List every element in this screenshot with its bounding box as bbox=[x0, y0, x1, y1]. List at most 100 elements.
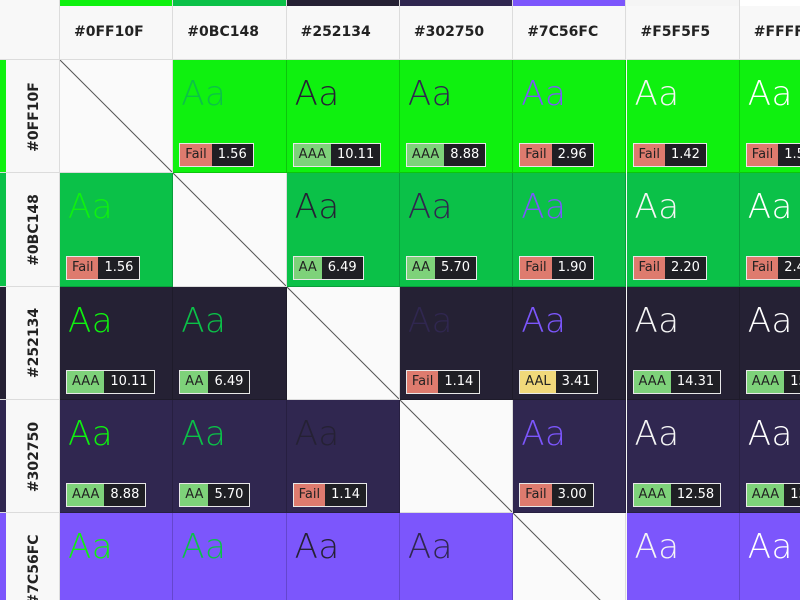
diagonal-line bbox=[286, 286, 399, 399]
contrast-cell: Aa AAA 14.31 bbox=[626, 286, 740, 400]
rating: AAA bbox=[293, 144, 331, 166]
column-header: #252134 bbox=[286, 0, 400, 60]
diagonal-cell bbox=[399, 399, 514, 514]
sample-text: Aa bbox=[747, 74, 793, 114]
sample-text: Aa bbox=[181, 74, 227, 114]
sample-text: Aa bbox=[294, 74, 340, 114]
diagonal-cell bbox=[173, 173, 287, 287]
row-header: #7C56FC bbox=[0, 513, 60, 600]
rating: AAA bbox=[746, 370, 785, 393]
row-color-strip bbox=[0, 513, 6, 600]
contrast-badge: Fail 3.00 bbox=[519, 482, 594, 507]
diagonal-cell bbox=[60, 60, 174, 174]
rating: Fail bbox=[293, 483, 326, 506]
contrast-cell: Aa Fail 1.14 bbox=[286, 399, 400, 514]
contrast-badge: AAA15.60 bbox=[745, 369, 800, 394]
sample-text: Aa bbox=[521, 187, 567, 228]
contrast-badge: AA 6.49 bbox=[292, 256, 364, 281]
contrast-cell: Aa AA 6.49 bbox=[286, 173, 400, 287]
contrast-cell: Aa bbox=[286, 513, 400, 600]
ratio: 3.41 bbox=[555, 370, 597, 393]
ratio: 1.42 bbox=[664, 144, 706, 166]
ratio: 15.60 bbox=[784, 370, 800, 393]
contrast-badge: AAA 12.58 bbox=[632, 482, 722, 507]
row-label: #252134 bbox=[26, 308, 42, 379]
row-label: #7C56FC bbox=[26, 534, 42, 600]
contrast-cell: Aa Fail 1.90 bbox=[513, 173, 627, 287]
contrast-badge: Fail 1.56 bbox=[66, 256, 141, 281]
contrast-cell: Aa bbox=[60, 513, 174, 600]
diagonal-cell bbox=[513, 513, 627, 600]
ratio: 14.31 bbox=[670, 370, 721, 393]
sample-text: Aa bbox=[294, 527, 340, 568]
rating: AAA bbox=[633, 483, 671, 506]
column-color-strip bbox=[513, 0, 626, 6]
contrast-cell: Aa AAA 8.88 bbox=[60, 399, 174, 514]
ratio: 6.49 bbox=[321, 257, 363, 280]
contrast-cell: Aa bbox=[399, 513, 514, 600]
rating: Fail bbox=[746, 257, 779, 280]
ratio: 2.20 bbox=[664, 257, 706, 280]
column-color-strip bbox=[739, 0, 800, 6]
column-header: #7C56FC bbox=[513, 0, 627, 60]
sample-text: Aa bbox=[407, 74, 453, 114]
sample-text: Aa bbox=[294, 187, 340, 228]
ratio: 8.88 bbox=[104, 483, 146, 506]
ratio: 1.14 bbox=[325, 483, 367, 506]
sample-text: Aa bbox=[407, 527, 453, 568]
ratio: 10.11 bbox=[104, 370, 154, 393]
diagonal-line bbox=[60, 60, 173, 173]
contrast-cell: Aa Fail 1.56 bbox=[60, 173, 174, 287]
ratio: 1.54 bbox=[778, 144, 800, 166]
contrast-badge: AAL 3.41 bbox=[519, 369, 598, 394]
ratio: 5.70 bbox=[208, 483, 250, 506]
row-header: #0BC148 bbox=[0, 173, 60, 287]
rating: AA bbox=[406, 257, 436, 280]
column-label: #0BC148 bbox=[187, 24, 259, 40]
contrast-badge: Fail 2.96 bbox=[519, 143, 594, 167]
ratio: 1.56 bbox=[98, 257, 140, 280]
ratio: 8.88 bbox=[444, 144, 486, 166]
rating: AAA bbox=[746, 483, 785, 506]
contrast-badge: AAA 10.11 bbox=[292, 143, 382, 167]
contrast-badge: AAA 8.88 bbox=[405, 143, 487, 167]
column-header: #0BC148 bbox=[173, 0, 287, 60]
column-label: #0FF10F bbox=[74, 24, 144, 40]
row-label: #0FF10F bbox=[26, 81, 42, 152]
row-color-strip bbox=[0, 173, 6, 286]
contrast-cell: Aa AAA15.60 bbox=[739, 286, 800, 400]
contrast-badge: AAA 8.88 bbox=[66, 482, 147, 507]
diagonal-line bbox=[513, 513, 601, 600]
column-color-strip bbox=[60, 0, 173, 6]
ratio: 1.56 bbox=[211, 144, 253, 166]
rating: Fail bbox=[520, 144, 552, 166]
contrast-badge: Fail 1.90 bbox=[519, 256, 594, 281]
sample-text: Aa bbox=[68, 527, 114, 568]
contrast-badge: AAA 10.11 bbox=[66, 369, 155, 394]
row-color-strip bbox=[0, 60, 6, 173]
sample-text: Aa bbox=[634, 74, 680, 114]
row-header: #252134 bbox=[0, 286, 60, 400]
rating: AAL bbox=[520, 370, 556, 393]
sample-text: Aa bbox=[521, 74, 567, 114]
contrast-cell: Aa Fail 1.56 bbox=[173, 60, 287, 174]
ratio: 10.11 bbox=[331, 144, 381, 166]
rating: AAA bbox=[67, 483, 105, 506]
contrast-cell: Aa AAA 12.58 bbox=[626, 399, 740, 514]
column-label: #FFFFFF bbox=[753, 24, 800, 40]
contrast-cell: Aa AA 5.70 bbox=[173, 399, 287, 514]
contrast-cell: Aa bbox=[626, 513, 740, 600]
ratio: 2.96 bbox=[551, 144, 593, 166]
column-color-strip bbox=[286, 0, 399, 6]
contrast-cell: Aa Fail 2.96 bbox=[513, 60, 627, 174]
rating: Fail bbox=[406, 370, 439, 393]
column-label: #252134 bbox=[300, 24, 371, 40]
ratio: 13.71 bbox=[784, 483, 800, 506]
row-header: #0FF10F bbox=[0, 60, 60, 174]
ratio: 12.58 bbox=[670, 483, 721, 506]
contrast-badge: Fail 2.20 bbox=[632, 256, 707, 281]
ratio: 1.90 bbox=[551, 257, 593, 280]
